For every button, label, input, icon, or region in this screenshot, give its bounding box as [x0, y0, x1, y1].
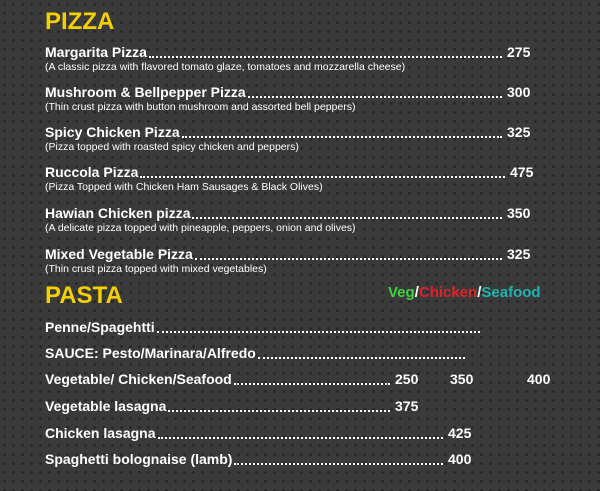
dot-leader: [257, 357, 465, 359]
item-name: Spicy Chicken Pizza: [45, 124, 180, 140]
item-name: Spaghetti bolognaise (lamb): [45, 451, 233, 467]
item-price: 475: [510, 164, 534, 180]
item-name: Mixed Vegetable Pizza: [45, 246, 193, 262]
item-description: (A classic pizza with flavored tomato gl…: [45, 61, 406, 73]
separator: /: [414, 284, 419, 301]
item-description: (Thin crust pizza topped with mixed vege…: [45, 263, 267, 275]
item-name: Mushroom & Bellpepper Pizza: [45, 84, 246, 100]
dot-leader: [194, 258, 502, 260]
item-name: Penne/Spagehtti: [45, 319, 155, 335]
item-price: 425: [448, 425, 472, 441]
item-name: Margarita Pizza: [45, 44, 147, 60]
dot-leader: [181, 136, 502, 138]
item-price: 400: [448, 451, 472, 467]
item-description: (Pizza Topped with Chicken Ham Sausages …: [45, 181, 323, 193]
item-price: 275: [507, 44, 531, 60]
dot-leader: [247, 96, 502, 98]
option: Chicken: [418, 284, 478, 301]
dot-leader: [192, 217, 502, 219]
item-description: (Pizza topped with roasted spicy chicken…: [45, 141, 299, 153]
item-name: SAUCE: Pesto/Marinara/Alfredo: [45, 345, 256, 361]
item-price: 350: [507, 205, 531, 221]
item-name: Chicken lasagna: [45, 425, 156, 441]
dot-leader: [233, 383, 390, 385]
option: Seafood: [481, 284, 541, 301]
item-price: 350: [450, 371, 474, 387]
dot-leader: [148, 56, 502, 58]
item-name: Vegetable lasagna: [45, 398, 167, 414]
dot-leader: [157, 437, 443, 439]
item-price: 300: [507, 84, 531, 100]
item-price: 400: [527, 371, 551, 387]
item-name: Ruccola Pizza: [45, 164, 139, 180]
separator: /: [477, 284, 482, 301]
section-title: PIZZA: [45, 8, 115, 35]
item-price: 325: [507, 124, 531, 140]
item-price: 375: [395, 398, 419, 414]
pasta-options: Veg/Chicken/Seafood: [388, 284, 541, 301]
section-title: PASTA: [45, 282, 123, 309]
item-name: Hawian Chicken pizza: [45, 205, 191, 221]
dot-leader: [234, 463, 443, 465]
dot-leader: [156, 331, 480, 333]
dot-leader: [140, 176, 505, 178]
item-description: (Thin crust pizza with button mushroom a…: [45, 101, 356, 113]
item-description: (A delicate pizza topped with pineapple,…: [45, 222, 356, 234]
item-name: Vegetable/ Chicken/Seafood: [45, 371, 232, 387]
option: Veg: [388, 284, 415, 301]
item-price: 250: [395, 371, 419, 387]
dot-leader: [168, 410, 390, 412]
item-price: 325: [507, 246, 531, 262]
